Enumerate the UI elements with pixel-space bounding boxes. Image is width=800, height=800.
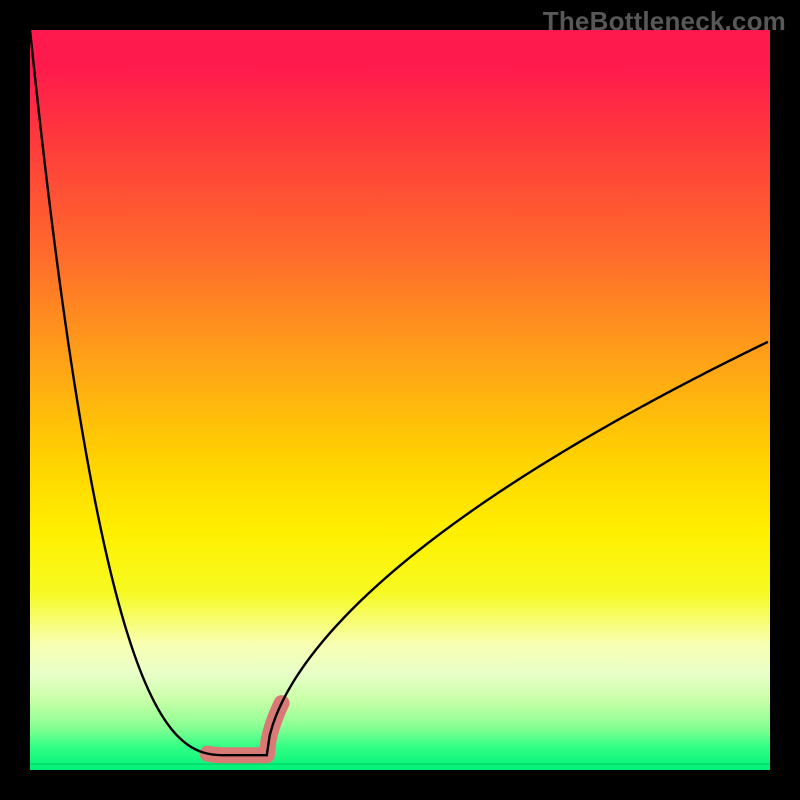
plot-panel bbox=[30, 30, 770, 770]
watermark-label: TheBottleneck.com bbox=[543, 6, 786, 37]
chart-stage: TheBottleneck.com bbox=[0, 0, 800, 800]
bottleneck-chart bbox=[0, 0, 800, 800]
